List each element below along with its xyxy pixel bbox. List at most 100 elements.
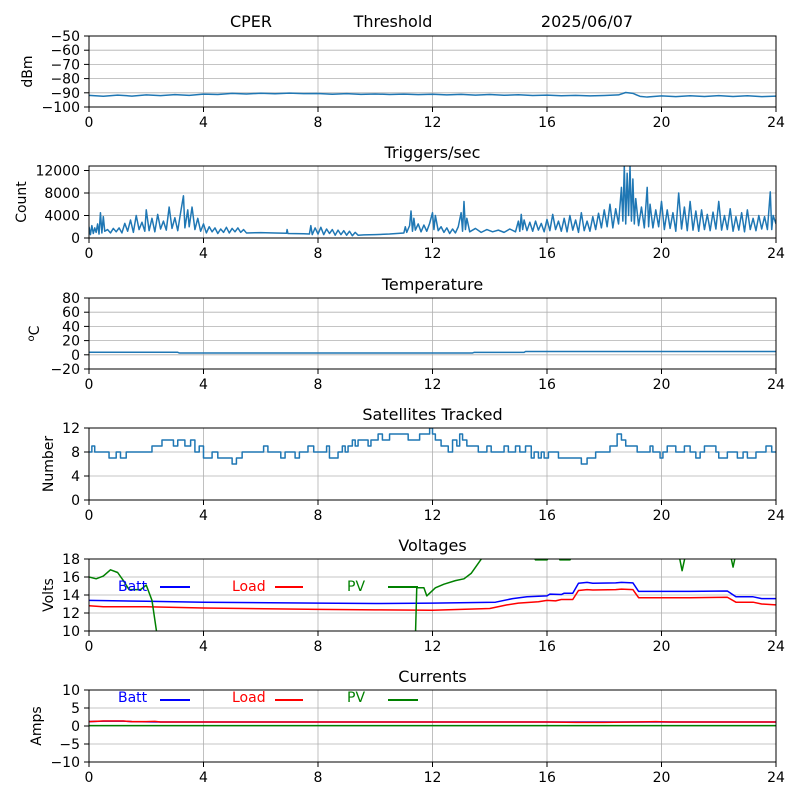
x-tick-label: 24 (767, 377, 785, 393)
x-tick-label: 16 (538, 508, 556, 524)
x-tick-label: 4 (199, 246, 208, 262)
y-tick-label: 0 (71, 719, 80, 735)
panel-2: 0 4 8 12 16 20 24 0 4000 8000 12000 Triggers/sec Cou… (14, 143, 785, 262)
x-tick-label: 0 (85, 639, 94, 655)
panel-6: Batt Load PV 0 4 8 12 16 20 24 −10 −5 0 5 10 Currents Am… (29, 667, 785, 786)
y-tick-label: 18 (62, 552, 80, 568)
panel-4: 0 4 8 12 16 20 24 0 4 8 12 Satellites Tracked Number (41, 405, 785, 524)
y-axis-label: dBm (20, 55, 36, 87)
y-tick-label: 40 (62, 319, 80, 335)
y-tick-label: −5 (59, 737, 80, 753)
series-group (89, 166, 776, 237)
y-tick-label: 8000 (44, 186, 80, 202)
x-tick-label: 20 (653, 115, 671, 131)
x-tick-label: 24 (767, 770, 785, 786)
y-axis-label: Number (41, 436, 57, 492)
x-tick-label: 0 (85, 770, 94, 786)
y-tick-label: 8 (71, 445, 80, 461)
legend-label-batt: Batt (118, 690, 148, 706)
x-tick-label: 0 (85, 377, 94, 393)
x-tick-label: 12 (424, 639, 442, 655)
y-axis-label: Count (14, 181, 30, 223)
y-tick-label: 60 (62, 305, 80, 321)
y-axis-label-superscript: o (26, 335, 37, 341)
series-line-data (89, 166, 776, 237)
legend-label-load: Load (232, 579, 266, 595)
series-line-data (89, 350, 776, 354)
panel-title: Temperature (381, 275, 483, 294)
x-tick-label: 4 (199, 770, 208, 786)
x-tick-label: 24 (767, 115, 785, 131)
x-tick-label: 4 (199, 377, 208, 393)
y-tick-label: −10 (50, 755, 80, 771)
x-tick-label: 20 (653, 377, 671, 393)
y-tick-label: 12000 (35, 164, 80, 180)
y-tick-label: −20 (50, 362, 80, 378)
series-group (89, 720, 776, 727)
series-line-pv (89, 559, 736, 631)
x-tick-label: 0 (85, 508, 94, 524)
y-tick-label: −100 (42, 100, 80, 116)
panel-title: Voltages (398, 536, 466, 555)
series-line-data (89, 428, 776, 465)
y-tick-label: 10 (62, 683, 80, 699)
y-tick-label: −80 (50, 72, 80, 88)
y-tick-label: 0 (71, 231, 80, 247)
x-tick-label: 12 (424, 115, 442, 131)
series-group (89, 91, 776, 98)
x-tick-label: 24 (767, 246, 785, 262)
y-axis-label: Amps (29, 706, 45, 745)
y-tick-label: 4 (71, 469, 80, 485)
x-tick-label: 12 (424, 508, 442, 524)
y-axis-label: oC (26, 325, 44, 341)
series-line-batt (89, 581, 776, 605)
series-line-data (89, 91, 776, 98)
x-tick-label: 20 (653, 508, 671, 524)
x-tick-label: 16 (538, 639, 556, 655)
panel-title: Currents (398, 667, 466, 686)
legend-label-batt: Batt (118, 579, 148, 595)
y-tick-label: −90 (50, 86, 80, 102)
x-tick-label: 8 (314, 770, 323, 786)
y-tick-label: 12 (62, 606, 80, 622)
panel-title: Triggers/sec (384, 143, 481, 162)
header-mode: Threshold (353, 12, 433, 31)
y-tick-label: 16 (62, 570, 80, 586)
y-tick-label: −60 (50, 43, 80, 59)
y-tick-label: 0 (71, 348, 80, 364)
x-tick-label: 12 (424, 377, 442, 393)
y-tick-label: 12 (62, 421, 80, 437)
x-tick-label: 16 (538, 377, 556, 393)
header-date: 2025/06/07 (541, 12, 633, 31)
y-tick-label: 80 (62, 291, 80, 307)
x-tick-label: 4 (199, 508, 208, 524)
y-tick-label: 20 (62, 334, 80, 350)
panel-title: Satellites Tracked (362, 405, 502, 424)
x-tick-label: 4 (199, 115, 208, 131)
x-tick-label: 20 (653, 639, 671, 655)
x-tick-label: 4 (199, 639, 208, 655)
y-axis-label: Volts (41, 578, 57, 612)
y-axis-label-unit: C (27, 325, 43, 335)
series-group (89, 428, 776, 465)
x-tick-label: 20 (653, 246, 671, 262)
series-group (89, 559, 776, 631)
y-tick-label: 14 (62, 588, 80, 604)
series-group (89, 350, 776, 354)
x-tick-label: 8 (314, 639, 323, 655)
header-site: CPER (230, 12, 272, 31)
x-tick-label: 16 (538, 770, 556, 786)
y-tick-label: −70 (50, 57, 80, 73)
x-tick-label: 24 (767, 639, 785, 655)
series-line-load (89, 588, 776, 612)
series-line-load (89, 720, 776, 724)
panel-1: 0 4 8 12 16 20 24 −100−90−80−70−60−50 CPER Thresh… (20, 12, 785, 131)
x-tick-label: 24 (767, 508, 785, 524)
y-tick-label: −50 (50, 29, 80, 45)
y-tick-label: 5 (71, 701, 80, 717)
y-tick-label: 4000 (44, 209, 80, 225)
legend-label-pv: PV (347, 690, 365, 706)
